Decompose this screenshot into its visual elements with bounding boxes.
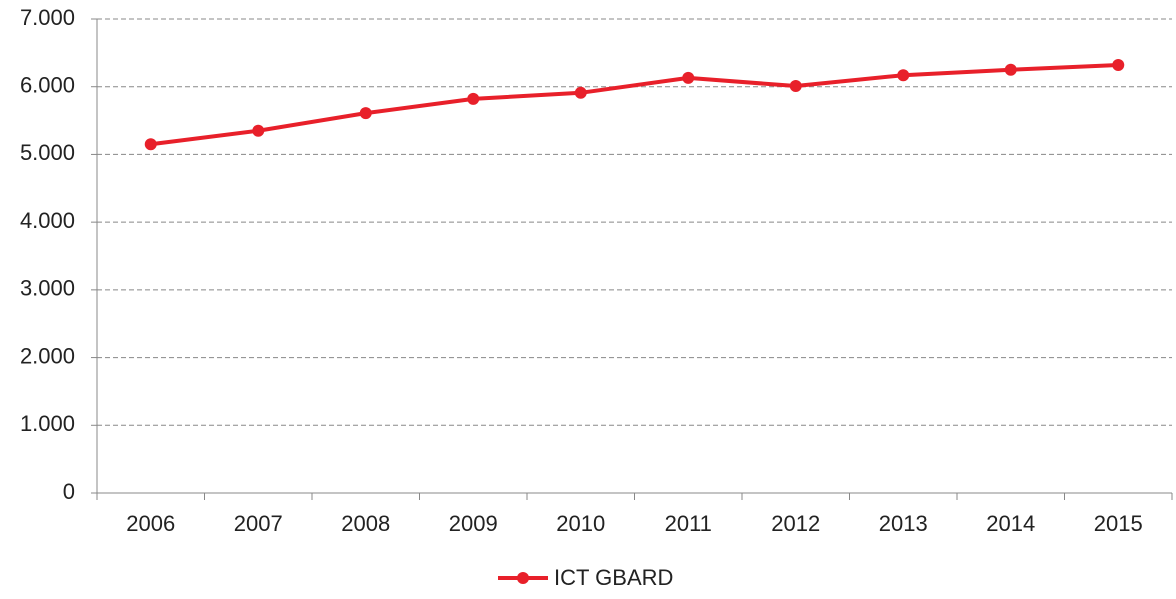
y-tick-label: 0 bbox=[63, 479, 75, 504]
y-tick-label: 5.000 bbox=[20, 140, 75, 165]
y-tick-label: 7.000 bbox=[20, 5, 75, 30]
legend-marker bbox=[517, 572, 529, 584]
x-tick-label: 2015 bbox=[1094, 511, 1143, 536]
data-point bbox=[574, 86, 587, 99]
y-tick-label: 2.000 bbox=[20, 343, 75, 368]
data-point bbox=[467, 92, 480, 105]
x-tick-label: 2008 bbox=[341, 511, 390, 536]
data-point bbox=[359, 107, 372, 120]
data-point bbox=[144, 138, 157, 151]
y-tick-label: 1.000 bbox=[20, 411, 75, 436]
x-tick-label: 2014 bbox=[986, 511, 1035, 536]
series-line bbox=[150, 63, 1119, 147]
data-point bbox=[1004, 63, 1017, 76]
y-tick-label: 4.000 bbox=[20, 208, 75, 233]
x-tick-label: 2011 bbox=[665, 511, 712, 536]
x-tick-label: 2006 bbox=[126, 511, 175, 536]
x-tick-label: 2009 bbox=[449, 511, 498, 536]
x-tick-label: 2013 bbox=[879, 511, 928, 536]
x-tick-label: 2012 bbox=[771, 511, 820, 536]
data-point bbox=[897, 69, 910, 82]
y-tick-label: 6.000 bbox=[20, 73, 75, 98]
y-tick-label: 3.000 bbox=[20, 276, 75, 301]
legend-label: ICT GBARD bbox=[554, 565, 673, 590]
x-tick-label: 2007 bbox=[234, 511, 283, 536]
data-point bbox=[682, 71, 695, 84]
data-point bbox=[252, 124, 265, 137]
data-point bbox=[789, 80, 802, 93]
data-point bbox=[1112, 59, 1125, 72]
x-tick-label: 2010 bbox=[556, 511, 605, 536]
